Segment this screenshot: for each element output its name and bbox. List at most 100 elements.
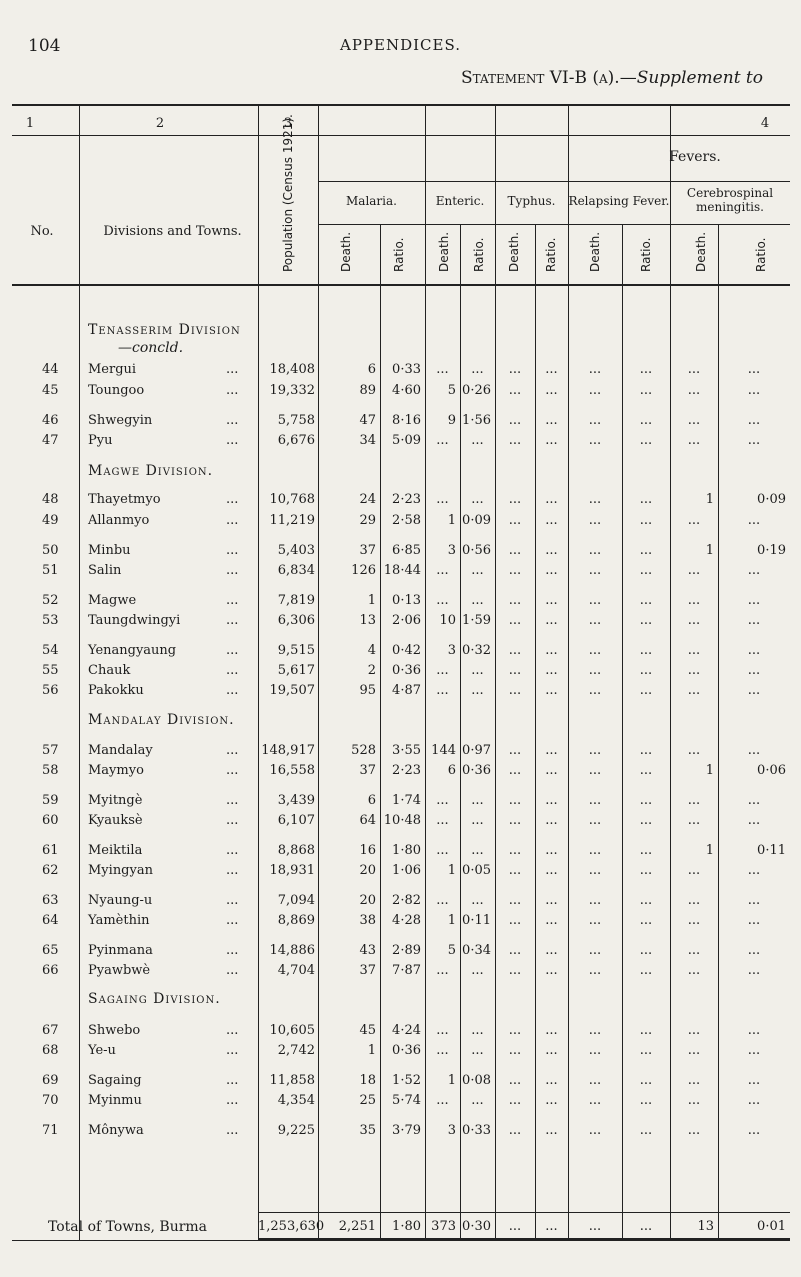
er-value: ... (471, 1043, 484, 1058)
row-number: 70 (42, 1093, 59, 1108)
tr-value: ... (545, 943, 558, 958)
cr-value: ... (747, 613, 761, 628)
column-number: 1 (25, 116, 35, 131)
leader-dots: ... (226, 563, 239, 578)
tr-value: ... (545, 663, 558, 678)
town-name: Myitngè (88, 793, 143, 808)
row-number: 59 (42, 793, 59, 808)
ed-value: ... (436, 1043, 449, 1058)
rr-value: ... (639, 643, 653, 658)
cr-value: ... (747, 813, 761, 828)
leader-dots: ... (226, 513, 239, 528)
tr-value: ... (545, 683, 558, 698)
mr-value: 3·55 (392, 743, 421, 758)
mr-value: 6·85 (392, 543, 421, 558)
tr-value: ... (545, 513, 558, 528)
leader-dots: ... (226, 643, 239, 658)
er-value: ... (471, 593, 484, 608)
town-name: Pyu (88, 433, 113, 448)
cd-value: ... (687, 362, 701, 377)
top-rule (12, 104, 790, 106)
town-name: Shwegyin (88, 413, 153, 428)
ed-value: ... (436, 963, 449, 978)
leader-dots: ... (226, 663, 239, 678)
title-main: Statement VI-B (a).— (461, 68, 637, 88)
tr-value: ... (545, 743, 558, 758)
section-mandalay: Mandalay Division. (88, 712, 235, 728)
row-number: 44 (42, 362, 59, 377)
leader-dots: ... (226, 613, 239, 628)
td-value: ... (508, 863, 522, 878)
mr-value: 0·42 (392, 643, 421, 658)
leader-dots: ... (226, 1123, 239, 1138)
er-value: ... (471, 893, 484, 908)
rd-value: ... (588, 743, 602, 758)
population-value: 8,869 (277, 913, 315, 928)
cd-value: ... (687, 683, 701, 698)
death-header: Death. (436, 231, 451, 272)
fever-group-3: Typhus. (507, 194, 556, 208)
td-value: ... (508, 383, 522, 398)
td-value: ... (508, 492, 522, 507)
row-number: 55 (42, 663, 59, 678)
md-value: 20 (359, 863, 376, 878)
total-population: 1,253,630 (258, 1219, 325, 1234)
er-value: 1·59 (462, 613, 491, 628)
total-md: 2,251 (338, 1219, 376, 1234)
tr-value: ... (545, 913, 558, 928)
cd-value: ... (687, 1123, 701, 1138)
row-number: 58 (42, 763, 59, 778)
mr-value: 4·28 (392, 913, 421, 928)
total-ed: 373 (431, 1219, 456, 1234)
leader-dots: ... (226, 383, 239, 398)
rd-value: ... (588, 683, 602, 698)
td-value: ... (508, 362, 522, 377)
column-divider (425, 105, 426, 1240)
mr-value: 7·87 (392, 963, 421, 978)
er-value: 0·05 (462, 863, 491, 878)
er-value: 0·09 (462, 513, 491, 528)
rr-value: ... (639, 843, 653, 858)
town-name: Pakokku (88, 683, 144, 698)
td-value: ... (508, 513, 522, 528)
cr-value: ... (747, 1093, 761, 1108)
cr-value: ... (747, 513, 761, 528)
ed-value: 3 (447, 543, 456, 558)
total-cd: 13 (697, 1219, 714, 1234)
md-value: 24 (359, 492, 376, 507)
td-value: ... (508, 813, 522, 828)
tr-value: ... (545, 793, 558, 808)
leader-dots: ... (226, 543, 239, 558)
town-name: Nyaung-u (88, 893, 153, 908)
mr-value: 1·80 (392, 843, 421, 858)
leader-dots: ... (226, 433, 239, 448)
header-bottom-rule (12, 284, 790, 286)
rr-value: ... (639, 362, 653, 377)
population-value: 11,858 (269, 1073, 316, 1088)
total-label: Total of Towns, Burma (48, 1219, 208, 1235)
tr-value: ... (545, 643, 558, 658)
md-value: 6 (367, 793, 376, 808)
subcolumn-divider (718, 224, 719, 1240)
td-value: ... (508, 1023, 522, 1038)
leader-dots: ... (226, 362, 239, 377)
mr-value: 1·52 (392, 1073, 421, 1088)
rr-value: ... (639, 1023, 653, 1038)
row-number: 62 (42, 863, 59, 878)
ed-value: 144 (431, 743, 456, 758)
rd-value: ... (588, 413, 602, 428)
town-name: Pyinmana (88, 943, 153, 958)
rr-value: ... (639, 433, 653, 448)
row-number: 68 (42, 1043, 59, 1058)
er-value: ... (471, 813, 484, 828)
ed-value: ... (436, 593, 449, 608)
rd-value: ... (588, 643, 602, 658)
mr-value: 5·74 (392, 1093, 421, 1108)
column-number: 3 (283, 116, 293, 131)
mr-value: 2·89 (392, 943, 421, 958)
page-number: 104 (28, 36, 61, 56)
cr-value: ... (747, 863, 761, 878)
fever-group-5: Cerebrospinal meningitis. (686, 186, 774, 214)
md-value: 34 (359, 433, 376, 448)
tr-value: ... (545, 1073, 558, 1088)
